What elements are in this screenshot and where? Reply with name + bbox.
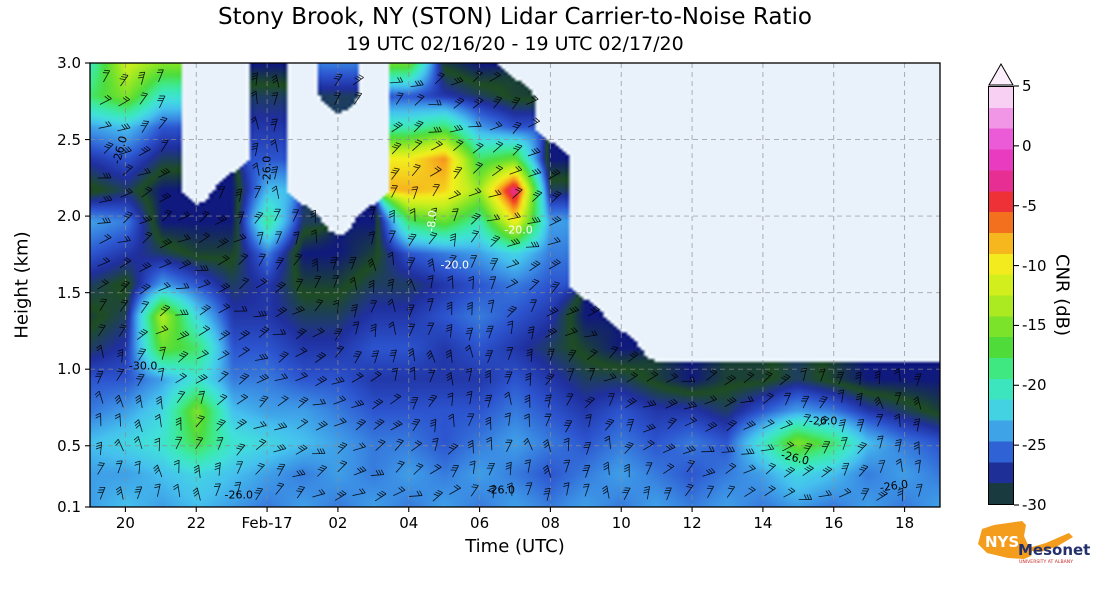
contour-label: -26.0 xyxy=(486,483,516,497)
logo-tagline-text: UNIVERSITY AT ALBANY xyxy=(1019,559,1073,565)
y-tick-label: 0.1 xyxy=(57,498,81,516)
x-tick-label: 08 xyxy=(540,514,560,532)
logo-nys-text: NYS xyxy=(985,533,1019,551)
y-tick-label: 1.0 xyxy=(57,360,81,379)
x-tick-label: 18 xyxy=(895,514,915,532)
colorbar-tick-label: -15 xyxy=(1022,316,1047,335)
contour-label: -30.0 xyxy=(128,359,158,373)
x-tick-label: 14 xyxy=(753,514,773,532)
colorbar-tick-label: -20 xyxy=(1022,376,1047,395)
colorbar-tick-label: -5 xyxy=(1022,196,1037,215)
colorbar-tick-label: -25 xyxy=(1022,436,1047,455)
y-tick-label: 1.5 xyxy=(57,283,81,302)
x-tick-label: 10 xyxy=(611,514,631,532)
colorbar-tick-label: -10 xyxy=(1022,256,1047,275)
y-tick-label: 2.0 xyxy=(57,207,81,226)
y-tick-label: 0.5 xyxy=(57,436,81,455)
plot-subtitle: 19 UTC 02/16/20 - 19 UTC 02/17/20 xyxy=(346,33,684,55)
contour-label: -26.0 xyxy=(808,414,838,428)
colorbar-tick-label: 0 xyxy=(1022,136,1032,155)
contour-label: -26.0 xyxy=(224,488,253,502)
x-tick-label: 04 xyxy=(399,514,419,532)
x-tick-label: 22 xyxy=(186,514,206,532)
ny-state-shape-icon xyxy=(978,521,1073,559)
plot-title: Stony Brook, NY (STON) Lidar Carrier-to-… xyxy=(218,4,812,30)
contour-label: -26.0 xyxy=(260,155,274,185)
logo-mesonet-text: Mesonet xyxy=(1018,541,1090,559)
colorbar xyxy=(988,86,1014,505)
x-tick-label: 20 xyxy=(115,514,135,532)
colorbar-tick-label: -30 xyxy=(1022,496,1047,514)
contour-label: -8.0 xyxy=(424,209,440,232)
y-tick-label: 2.5 xyxy=(57,130,81,149)
contour-label: -20.0 xyxy=(440,258,470,272)
colorbar-tick-label: 5 xyxy=(1022,77,1032,95)
colorbar-label: CNR (dB) xyxy=(1051,253,1073,337)
x-tick-label: 06 xyxy=(470,514,490,532)
nys-mesonet-logo: NYS Mesonet UNIVERSITY AT ALBANY xyxy=(978,521,1090,565)
x-tick-label: Feb-17 xyxy=(241,514,293,532)
colorbar-over-arrow xyxy=(988,63,1014,86)
x-tick-label: 16 xyxy=(824,514,844,532)
x-tick-label: 12 xyxy=(682,514,702,532)
contour-label: -20.0 xyxy=(504,223,533,237)
y-axis-label: Height (km) xyxy=(11,231,33,339)
x-tick-label: 02 xyxy=(328,514,348,532)
y-tick-label: 3.0 xyxy=(57,54,81,72)
x-axis-label: Time (UTC) xyxy=(465,536,565,557)
